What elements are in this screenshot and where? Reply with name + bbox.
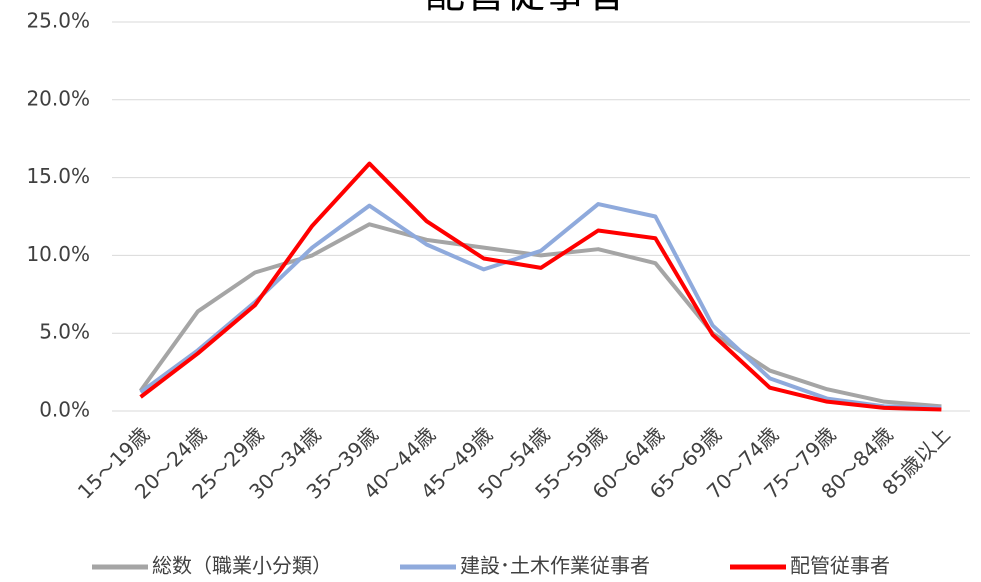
y-tick-label: 5.0%: [39, 320, 90, 344]
chart-title: 配管従事者: [425, 0, 625, 17]
legend-label: 総数（職業小分類）: [152, 554, 332, 578]
legend-label: 配管従事者: [790, 554, 890, 578]
y-tick-label: 0.0%: [39, 398, 90, 422]
y-tick-label: 25.0%: [26, 9, 90, 33]
y-tick-label: 20.0%: [26, 86, 90, 110]
legend-label: 建設･土木作業従事者: [460, 554, 650, 578]
y-tick-label: 10.0%: [26, 242, 90, 266]
series-line: [139, 202, 942, 410]
series-line: [139, 161, 942, 412]
series-line: [138, 222, 942, 409]
y-tick-label: 15.0%: [26, 164, 90, 188]
